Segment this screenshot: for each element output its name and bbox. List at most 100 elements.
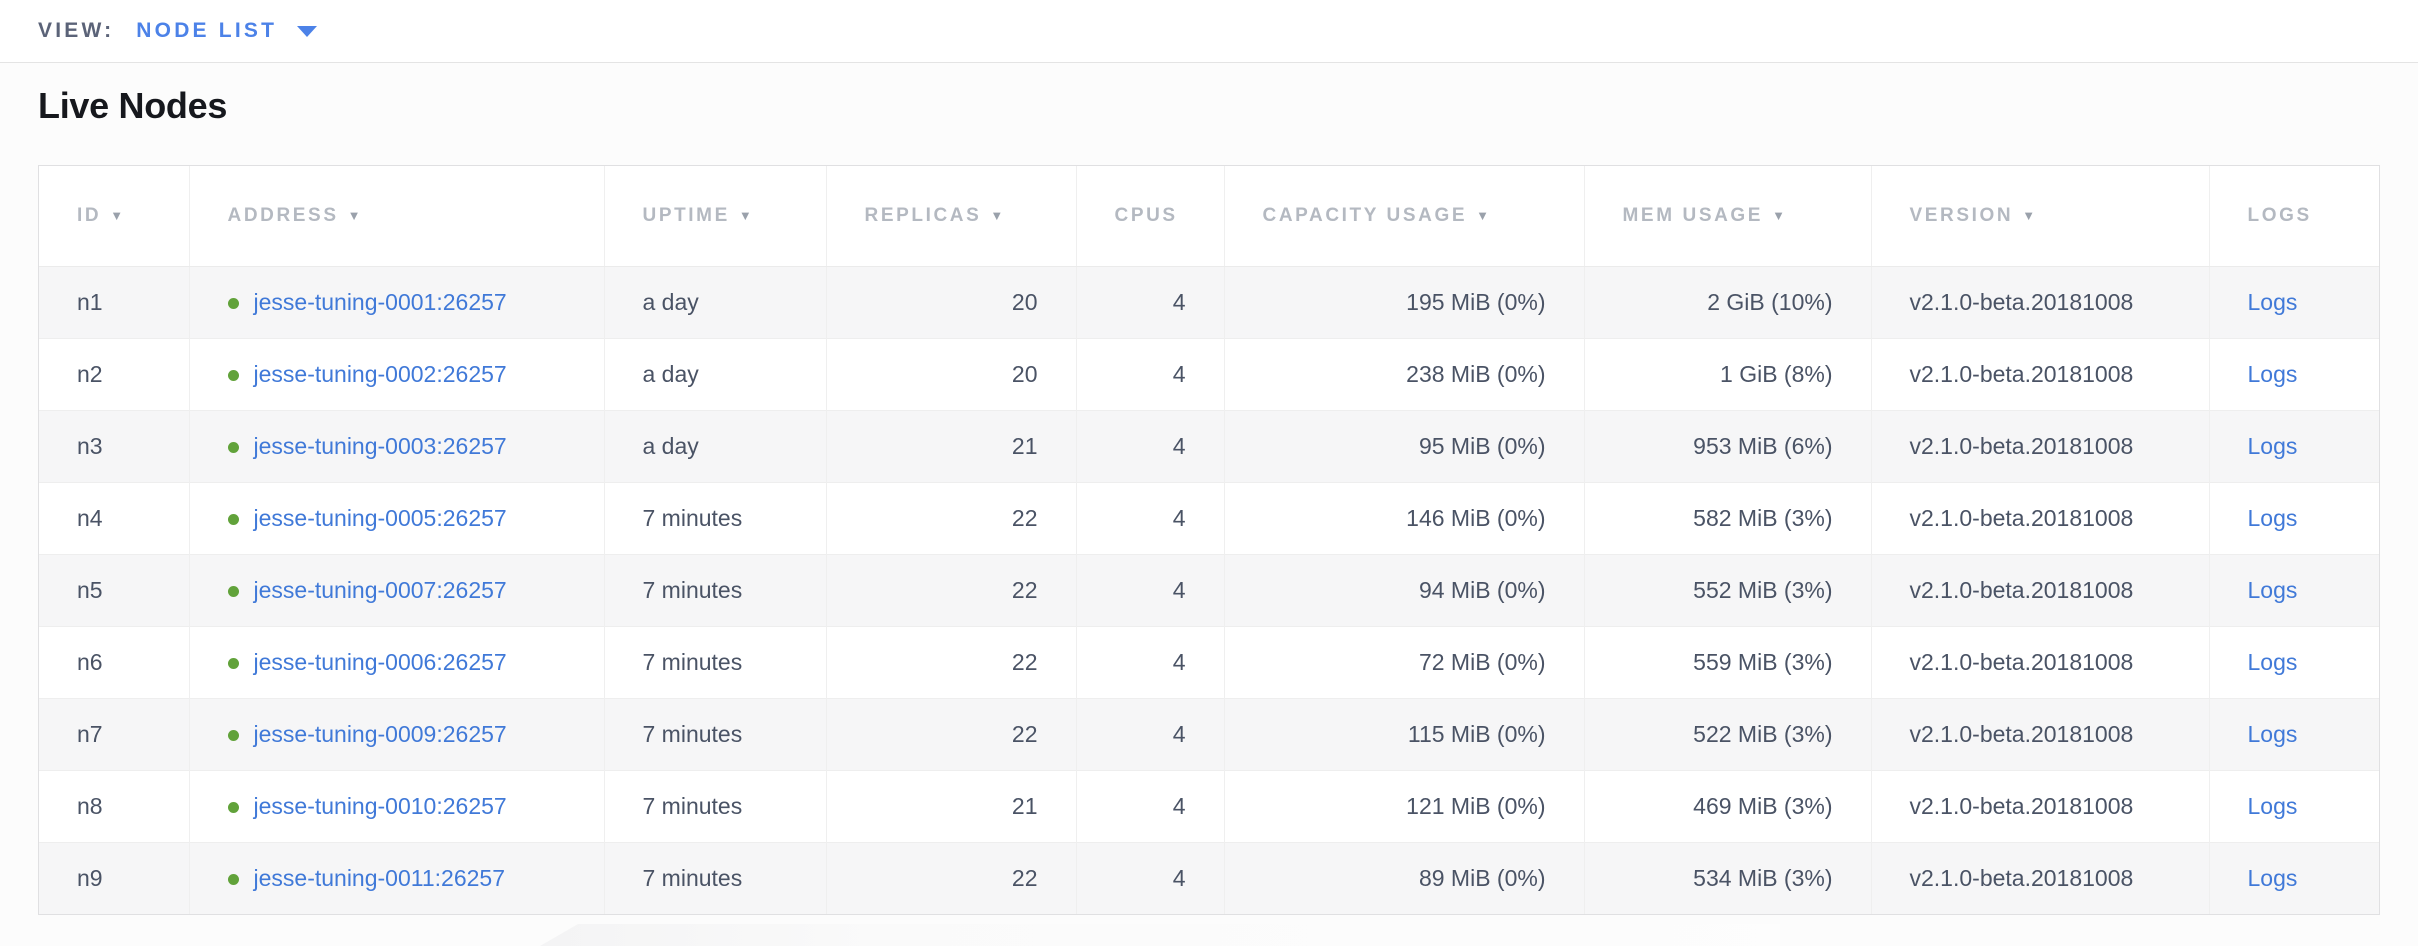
node-address-link[interactable]: jesse-tuning-0003:26257: [253, 432, 507, 459]
cell-capacity_usage: 94 MiB (0%): [1224, 553, 1585, 626]
node-address-link[interactable]: jesse-tuning-0001:26257: [253, 288, 507, 315]
view-label: VIEW:: [38, 19, 115, 42]
node-address-link[interactable]: jesse-tuning-0007:26257: [253, 576, 507, 603]
column-header-uptime[interactable]: UPTIME ▼: [604, 166, 827, 267]
node-address-link[interactable]: jesse-tuning-0006:26257: [253, 648, 507, 675]
cell-logs: Logs: [2209, 553, 2379, 626]
cell-id: n4: [39, 481, 190, 554]
column-header-label: REPLICAS: [864, 204, 982, 226]
column-header-label: ADDRESS: [227, 204, 339, 226]
cell-logs: Logs: [2209, 265, 2379, 338]
cell-logs: Logs: [2209, 697, 2379, 770]
column-header-mem_usage[interactable]: MEM USAGE ▼: [1584, 166, 1872, 267]
node-address-link[interactable]: jesse-tuning-0009:26257: [253, 720, 507, 747]
cell-mem_usage: 522 MiB (3%): [1584, 697, 1872, 770]
logs-link[interactable]: Logs: [2247, 432, 2298, 459]
cell-cpus: 4: [1076, 697, 1225, 770]
cell-cpus: 4: [1076, 409, 1225, 482]
table-row: n7 jesse-tuning-0009:26257 7 minutes 22 4 115…: [39, 697, 2379, 770]
cell-cpus: 4: [1076, 625, 1225, 698]
node-live-dot-icon: [227, 729, 239, 741]
table-row: n8 jesse-tuning-0010:26257 7 minutes 21 4 121…: [39, 769, 2379, 842]
cell-address: jesse-tuning-0007:26257: [189, 553, 605, 626]
node-address-link[interactable]: jesse-tuning-0005:26257: [253, 504, 507, 531]
column-header-label: VERSION: [1909, 204, 2014, 226]
view-bar: VIEW: NODE LIST: [0, 0, 2418, 63]
view-dropdown[interactable]: NODE LIST: [136, 19, 318, 43]
node-address-link[interactable]: jesse-tuning-0002:26257: [253, 360, 507, 387]
cell-address: jesse-tuning-0009:26257: [189, 697, 605, 770]
table-header: ID ▼ ADDRESS ▼ UPTIME ▼ REPLICAS ▼ CPUS CAPACITY …: [39, 166, 2379, 267]
cell-logs: Logs: [2209, 481, 2379, 554]
cell-mem_usage: 469 MiB (3%): [1584, 769, 1872, 842]
logs-link[interactable]: Logs: [2247, 360, 2298, 387]
cell-replicas: 22: [826, 481, 1077, 554]
cell-version: v2.1.0-beta.20181008: [1871, 481, 2210, 554]
cell-capacity_usage: 121 MiB (0%): [1224, 769, 1585, 842]
cell-replicas: 21: [826, 769, 1077, 842]
cell-version: v2.1.0-beta.20181008: [1871, 337, 2210, 410]
cell-replicas: 20: [826, 337, 1077, 410]
cell-uptime: 7 minutes: [604, 553, 827, 626]
cell-replicas: 22: [826, 841, 1077, 914]
column-header-label: MEM USAGE: [1622, 204, 1764, 226]
logs-link[interactable]: Logs: [2247, 648, 2298, 675]
cell-version: v2.1.0-beta.20181008: [1871, 841, 2210, 914]
column-header-address[interactable]: ADDRESS ▼: [189, 166, 605, 267]
node-address-link[interactable]: jesse-tuning-0011:26257: [253, 864, 505, 891]
table-row: n9 jesse-tuning-0011:26257 7 minutes 22 4 89 …: [39, 841, 2379, 914]
cell-id: n7: [39, 697, 190, 770]
column-header-version[interactable]: VERSION ▼: [1871, 166, 2210, 267]
live-nodes-table: ID ▼ ADDRESS ▼ UPTIME ▼ REPLICAS ▼ CPUS CAPACITY …: [39, 166, 2379, 914]
table-header-row: ID ▼ ADDRESS ▼ UPTIME ▼ REPLICAS ▼ CPUS CAPACITY …: [39, 166, 2379, 267]
cell-uptime: a day: [604, 409, 827, 482]
cell-cpus: 4: [1076, 769, 1225, 842]
node-live-dot-icon: [227, 873, 239, 885]
column-header-capacity_usage[interactable]: CAPACITY USAGE ▼: [1224, 166, 1585, 267]
cell-logs: Logs: [2209, 769, 2379, 842]
cell-version: v2.1.0-beta.20181008: [1871, 697, 2210, 770]
cell-mem_usage: 953 MiB (6%): [1584, 409, 1872, 482]
cell-logs: Logs: [2209, 409, 2379, 482]
sort-arrow-icon: ▼: [738, 207, 755, 223]
table-row: n5 jesse-tuning-0007:26257 7 minutes 22 4 94 …: [39, 553, 2379, 626]
cell-cpus: 4: [1076, 553, 1225, 626]
sort-arrow-icon: ▼: [110, 207, 126, 223]
table-row: n6 jesse-tuning-0006:26257 7 minutes 22 4 72 …: [39, 625, 2379, 698]
page-title: Live Nodes: [38, 85, 228, 126]
column-header-label: LOGS: [2247, 204, 2312, 226]
cell-cpus: 4: [1076, 481, 1225, 554]
cell-address: jesse-tuning-0010:26257: [189, 769, 605, 842]
logs-link[interactable]: Logs: [2247, 288, 2298, 315]
cell-address: jesse-tuning-0011:26257: [189, 841, 605, 914]
cell-capacity_usage: 115 MiB (0%): [1224, 697, 1585, 770]
logs-link[interactable]: Logs: [2247, 576, 2298, 603]
node-address-link[interactable]: jesse-tuning-0010:26257: [253, 792, 507, 819]
table-row: n1 jesse-tuning-0001:26257 a day 20 4 195 MiB…: [39, 265, 2379, 338]
cell-id: n2: [39, 337, 190, 410]
logs-link[interactable]: Logs: [2247, 864, 2298, 891]
column-header-replicas[interactable]: REPLICAS ▼: [826, 166, 1077, 267]
cell-uptime: 7 minutes: [604, 625, 827, 698]
cell-cpus: 4: [1076, 337, 1225, 410]
cell-address: jesse-tuning-0001:26257: [189, 265, 605, 338]
sort-arrow-icon: ▼: [1772, 207, 1788, 223]
cell-uptime: a day: [604, 265, 827, 338]
sort-arrow-icon: ▼: [2022, 207, 2038, 223]
cell-cpus: 4: [1076, 265, 1225, 338]
logs-link[interactable]: Logs: [2247, 504, 2298, 531]
cell-id: n9: [39, 841, 190, 914]
cell-replicas: 20: [826, 265, 1077, 338]
node-live-dot-icon: [227, 513, 239, 525]
view-dropdown-value[interactable]: NODE LIST: [136, 19, 278, 42]
column-header-id[interactable]: ID ▼: [39, 166, 190, 267]
cell-logs: Logs: [2209, 625, 2379, 698]
logs-link[interactable]: Logs: [2247, 720, 2298, 747]
node-live-dot-icon: [227, 441, 239, 453]
cell-uptime: 7 minutes: [604, 769, 827, 842]
cell-logs: Logs: [2209, 337, 2379, 410]
table-row: n3 jesse-tuning-0003:26257 a day 21 4 95 MiB …: [39, 409, 2379, 482]
page-content: Live Nodes ID ▼ ADDRESS ▼ UPTIME ▼ REPLICAS ▼ CP…: [0, 63, 2418, 946]
logs-link[interactable]: Logs: [2247, 792, 2298, 819]
column-header-cpus: CPUS: [1076, 166, 1225, 267]
